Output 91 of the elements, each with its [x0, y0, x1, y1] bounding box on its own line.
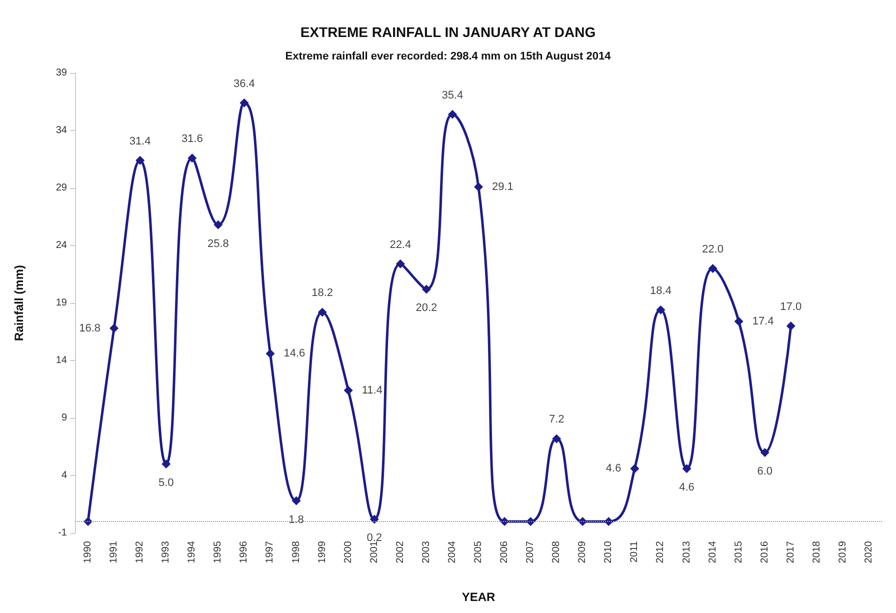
point — [318, 308, 327, 317]
x-axis-title: YEAR — [462, 590, 496, 604]
point — [604, 517, 614, 526]
data-label: 18.4 — [650, 284, 672, 297]
data-label: 35.4 — [442, 89, 464, 102]
data-label: 5.0 — [158, 477, 174, 489]
point — [526, 517, 536, 526]
y-axis-title: Rainfall (mm) — [12, 264, 26, 342]
x-tick-label: 2016 — [759, 540, 770, 564]
x-tick-label: 2012 — [655, 540, 666, 564]
point — [396, 259, 405, 268]
x-tick-label: 2000 — [342, 540, 354, 564]
x-tick-label: 1991 — [108, 540, 120, 564]
chart-title: EXTREME RAINFALL IN JANUARY AT DANG — [300, 24, 596, 40]
point — [734, 316, 744, 326]
x-tick-label: 1990 — [82, 540, 94, 564]
data-label: 31.6 — [181, 133, 203, 146]
data-label: 16.8 — [79, 322, 101, 334]
x-tick-label: 2009 — [577, 540, 588, 564]
data-label: 6.0 — [757, 466, 773, 478]
data-label: 4.6 — [679, 482, 694, 494]
data-label: 1.8 — [288, 514, 304, 526]
data-label: 25.8 — [207, 238, 229, 250]
point — [656, 305, 666, 314]
y-tick-label: 19 — [56, 298, 68, 308]
point — [110, 324, 119, 333]
data-label: 4.6 — [606, 462, 622, 475]
point — [344, 386, 353, 395]
x-tick-label: 2014 — [707, 540, 718, 564]
x-tick-label: 1995 — [212, 540, 224, 564]
point — [474, 182, 483, 192]
data-label: 29.1 — [492, 180, 514, 193]
data-label: 18.2 — [312, 287, 334, 300]
x-tick-label: 2017 — [785, 540, 796, 564]
point — [786, 322, 796, 330]
x-tick-label: 1992 — [134, 540, 146, 564]
data-label: 20.2 — [416, 302, 438, 314]
x-tick-label: 2003 — [420, 540, 432, 564]
x-tick-label: 2019 — [837, 540, 848, 564]
x-tick-label: 1998 — [290, 540, 302, 564]
x-tick-label: 2004 — [446, 540, 458, 564]
x-tick-label: 2015 — [733, 540, 744, 564]
data-label: 7.2 — [548, 414, 564, 426]
data-label: 22.4 — [390, 238, 412, 251]
point — [422, 284, 431, 294]
data-label: 14.6 — [284, 348, 306, 360]
point — [708, 264, 718, 273]
y-tick-label: 39 — [56, 68, 68, 78]
point — [292, 496, 301, 506]
point — [214, 220, 223, 230]
y-tick-label: -1 — [58, 528, 68, 538]
x-tick-label: 2010 — [603, 540, 614, 564]
data-label: 11.4 — [362, 384, 382, 396]
x-tick-label: 2007 — [525, 540, 536, 564]
point — [188, 154, 197, 163]
x-tick-label: 1996 — [238, 540, 250, 564]
x-tick-label: 2013 — [681, 540, 692, 564]
y-tick-label: 9 — [61, 412, 68, 424]
x-tick-label: 2011 — [629, 540, 640, 563]
x-tick-label: 2005 — [473, 540, 484, 564]
data-label: 17.0 — [780, 301, 802, 313]
y-tick-label: 4 — [61, 470, 68, 481]
y-tick-label: 24 — [56, 240, 68, 251]
point — [448, 110, 457, 119]
data-label: 36.4 — [234, 78, 255, 90]
x-tick-label: 1999 — [316, 540, 328, 564]
point — [760, 448, 770, 457]
point — [682, 464, 692, 474]
x-tick-label: 1994 — [186, 540, 198, 564]
point — [136, 156, 145, 165]
x-tick-label: 1997 — [264, 540, 276, 564]
point — [370, 514, 379, 524]
y-tick-label: 34 — [56, 125, 68, 136]
point — [162, 460, 171, 468]
point — [266, 349, 275, 358]
point — [630, 464, 640, 474]
data-label: 31.4 — [129, 135, 151, 148]
data-label: 17.4 — [752, 315, 774, 328]
x-tick-label: 1993 — [160, 540, 172, 564]
x-tick-label: 2002 — [394, 540, 406, 564]
x-tick-label: 2020 — [863, 540, 874, 564]
point — [240, 98, 249, 108]
chart-subtitle: Extreme rainfall ever recorded: 298.4 mm on 15th August 2014 — [285, 50, 612, 62]
y-tick-label: 14 — [56, 355, 68, 366]
point — [552, 434, 562, 444]
x-tick-label: 2006 — [499, 540, 510, 564]
data-label: 22.0 — [702, 244, 724, 256]
x-tick-label: 2008 — [551, 540, 562, 564]
y-tick-label: 29 — [56, 182, 68, 194]
x-tick-label: 2001 — [368, 540, 380, 564]
x-tick-label: 2018 — [811, 540, 822, 564]
